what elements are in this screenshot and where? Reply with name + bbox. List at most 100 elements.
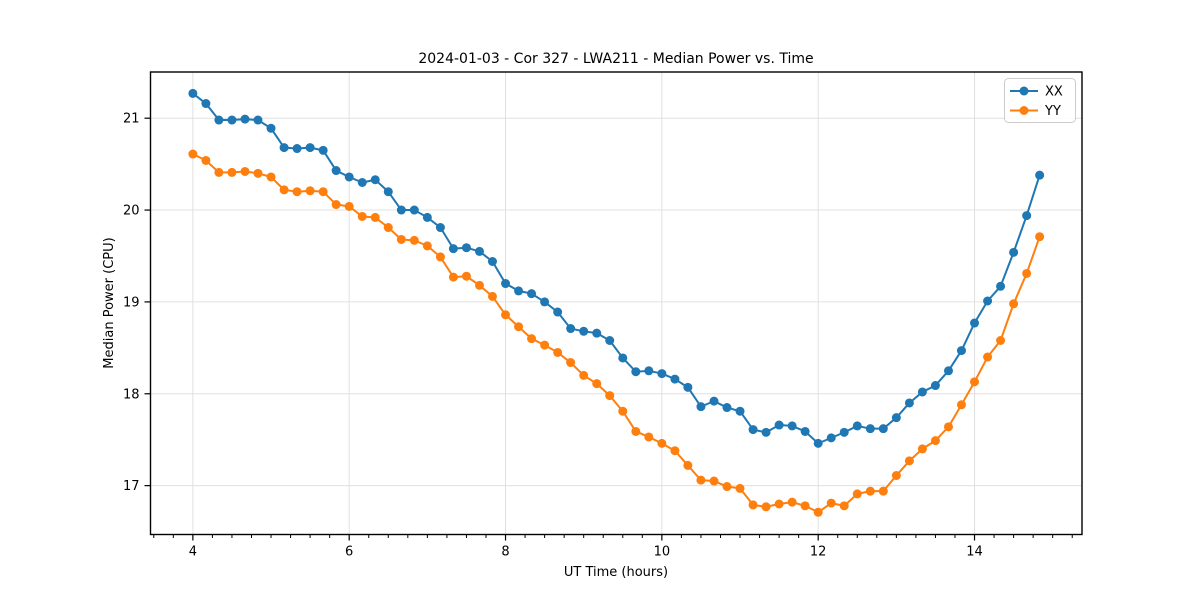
series-marker-yy <box>188 149 198 159</box>
x-tick-label: 6 <box>345 545 353 560</box>
series-marker-yy <box>422 241 432 251</box>
series-marker-yy <box>774 499 784 509</box>
series-marker-xx <box>800 426 810 436</box>
series-marker-yy <box>396 234 406 244</box>
x-axis-label: UT Time (hours) <box>564 565 668 580</box>
series-marker-yy <box>357 211 367 221</box>
series-marker-xx <box>540 297 550 307</box>
y-tick-label: 17 <box>123 479 140 494</box>
series-marker-yy <box>1009 299 1019 309</box>
series-marker-xx <box>996 281 1006 291</box>
series-marker-yy <box>475 280 484 290</box>
y-tick-label: 18 <box>123 387 140 402</box>
series-marker-yy <box>344 201 354 211</box>
series-marker-xx <box>839 427 849 437</box>
series-marker-xx <box>227 115 237 125</box>
legend-marker-yy <box>1019 106 1029 115</box>
series-marker-yy <box>553 347 563 357</box>
series-marker-xx <box>279 143 289 153</box>
series-marker-yy <box>996 336 1006 345</box>
series-marker-xx <box>201 99 211 109</box>
series-marker-yy <box>592 379 602 389</box>
series-marker-xx <box>305 143 315 153</box>
series-marker-xx <box>761 427 771 437</box>
series-marker-xx <box>865 424 875 434</box>
series-marker-yy <box>448 272 458 282</box>
series-marker-xx <box>748 425 758 435</box>
x-tick-label: 10 <box>654 545 671 560</box>
series-marker-yy <box>852 489 862 499</box>
legend: XX YY <box>1004 78 1076 123</box>
series-marker-yy <box>696 475 706 485</box>
axes-border <box>149 71 1083 536</box>
series-marker-yy <box>279 185 289 195</box>
series-marker-yy <box>813 507 823 517</box>
series-marker-xx <box>670 374 680 384</box>
series-marker-xx <box>813 438 823 448</box>
series-marker-xx <box>266 123 276 133</box>
series-marker-yy <box>1022 268 1032 278</box>
series-marker-yy <box>709 476 719 486</box>
series-marker-xx <box>970 318 980 328</box>
series-marker-yy <box>644 432 654 442</box>
series-marker-yy <box>566 358 576 368</box>
series-marker-xx <box>579 326 589 336</box>
series-marker-yy <box>540 340 550 350</box>
series-marker-yy <box>318 187 328 197</box>
series-marker-yy <box>461 271 471 281</box>
x-axis-ticks: 4 6 8 10 12 14 <box>153 534 1073 560</box>
series-marker-yy <box>214 167 224 177</box>
series-marker-xx <box>696 402 706 412</box>
series-marker-xx <box>566 324 576 334</box>
series-marker-xx <box>487 257 497 266</box>
series-marker-yy <box>292 187 302 197</box>
y-tick-label: 20 <box>123 204 140 219</box>
series-marker-yy <box>670 446 680 456</box>
series-marker-yy <box>657 438 667 448</box>
series-marker-yy <box>487 291 497 301</box>
plot-area <box>150 72 1082 535</box>
series-marker-xx <box>435 223 445 233</box>
series-marker-xx <box>787 421 797 431</box>
series-marker-xx <box>683 382 693 392</box>
series-marker-yy <box>930 436 940 446</box>
series-marker-xx <box>657 369 667 379</box>
legend-label-xx: XX <box>1045 85 1063 100</box>
series-marker-xx <box>826 433 836 443</box>
series-marker-yy <box>800 501 810 511</box>
series-marker-yy <box>787 497 797 507</box>
series-marker-yy <box>956 400 966 410</box>
series-marker-yy <box>631 426 641 436</box>
series-marker-yy <box>266 172 276 182</box>
x-tick-label: 12 <box>810 545 827 560</box>
series-marker-yy <box>579 370 589 380</box>
series-marker-yy <box>943 422 953 432</box>
series-marker-xx <box>318 145 328 155</box>
series-marker-yy <box>865 486 875 496</box>
gridlines <box>150 72 1082 535</box>
y-tick-label: 21 <box>123 112 140 127</box>
series-marker-yy <box>527 334 537 344</box>
series-marker-xx <box>709 396 719 406</box>
series-marker-yy <box>826 498 836 508</box>
series-marker-xx <box>370 175 380 185</box>
series-marker-xx <box>943 366 953 376</box>
series-marker-xx <box>891 413 901 423</box>
series-marker-yy <box>904 456 914 466</box>
series-marker-xx <box>605 336 615 345</box>
data-series <box>188 88 1045 517</box>
series-marker-xx <box>917 387 927 397</box>
series-marker-xx <box>930 381 940 391</box>
series-marker-xx <box>852 421 862 431</box>
series-marker-yy <box>240 166 250 176</box>
series-marker-xx <box>644 366 654 376</box>
series-marker-yy <box>839 501 849 511</box>
series-marker-xx <box>1009 247 1019 257</box>
series-marker-xx <box>592 328 602 338</box>
y-axis-ticks: 17 18 19 20 21 <box>123 112 151 494</box>
series-marker-xx <box>357 178 367 187</box>
series-marker-xx <box>1035 170 1045 180</box>
series-marker-yy <box>722 482 732 492</box>
